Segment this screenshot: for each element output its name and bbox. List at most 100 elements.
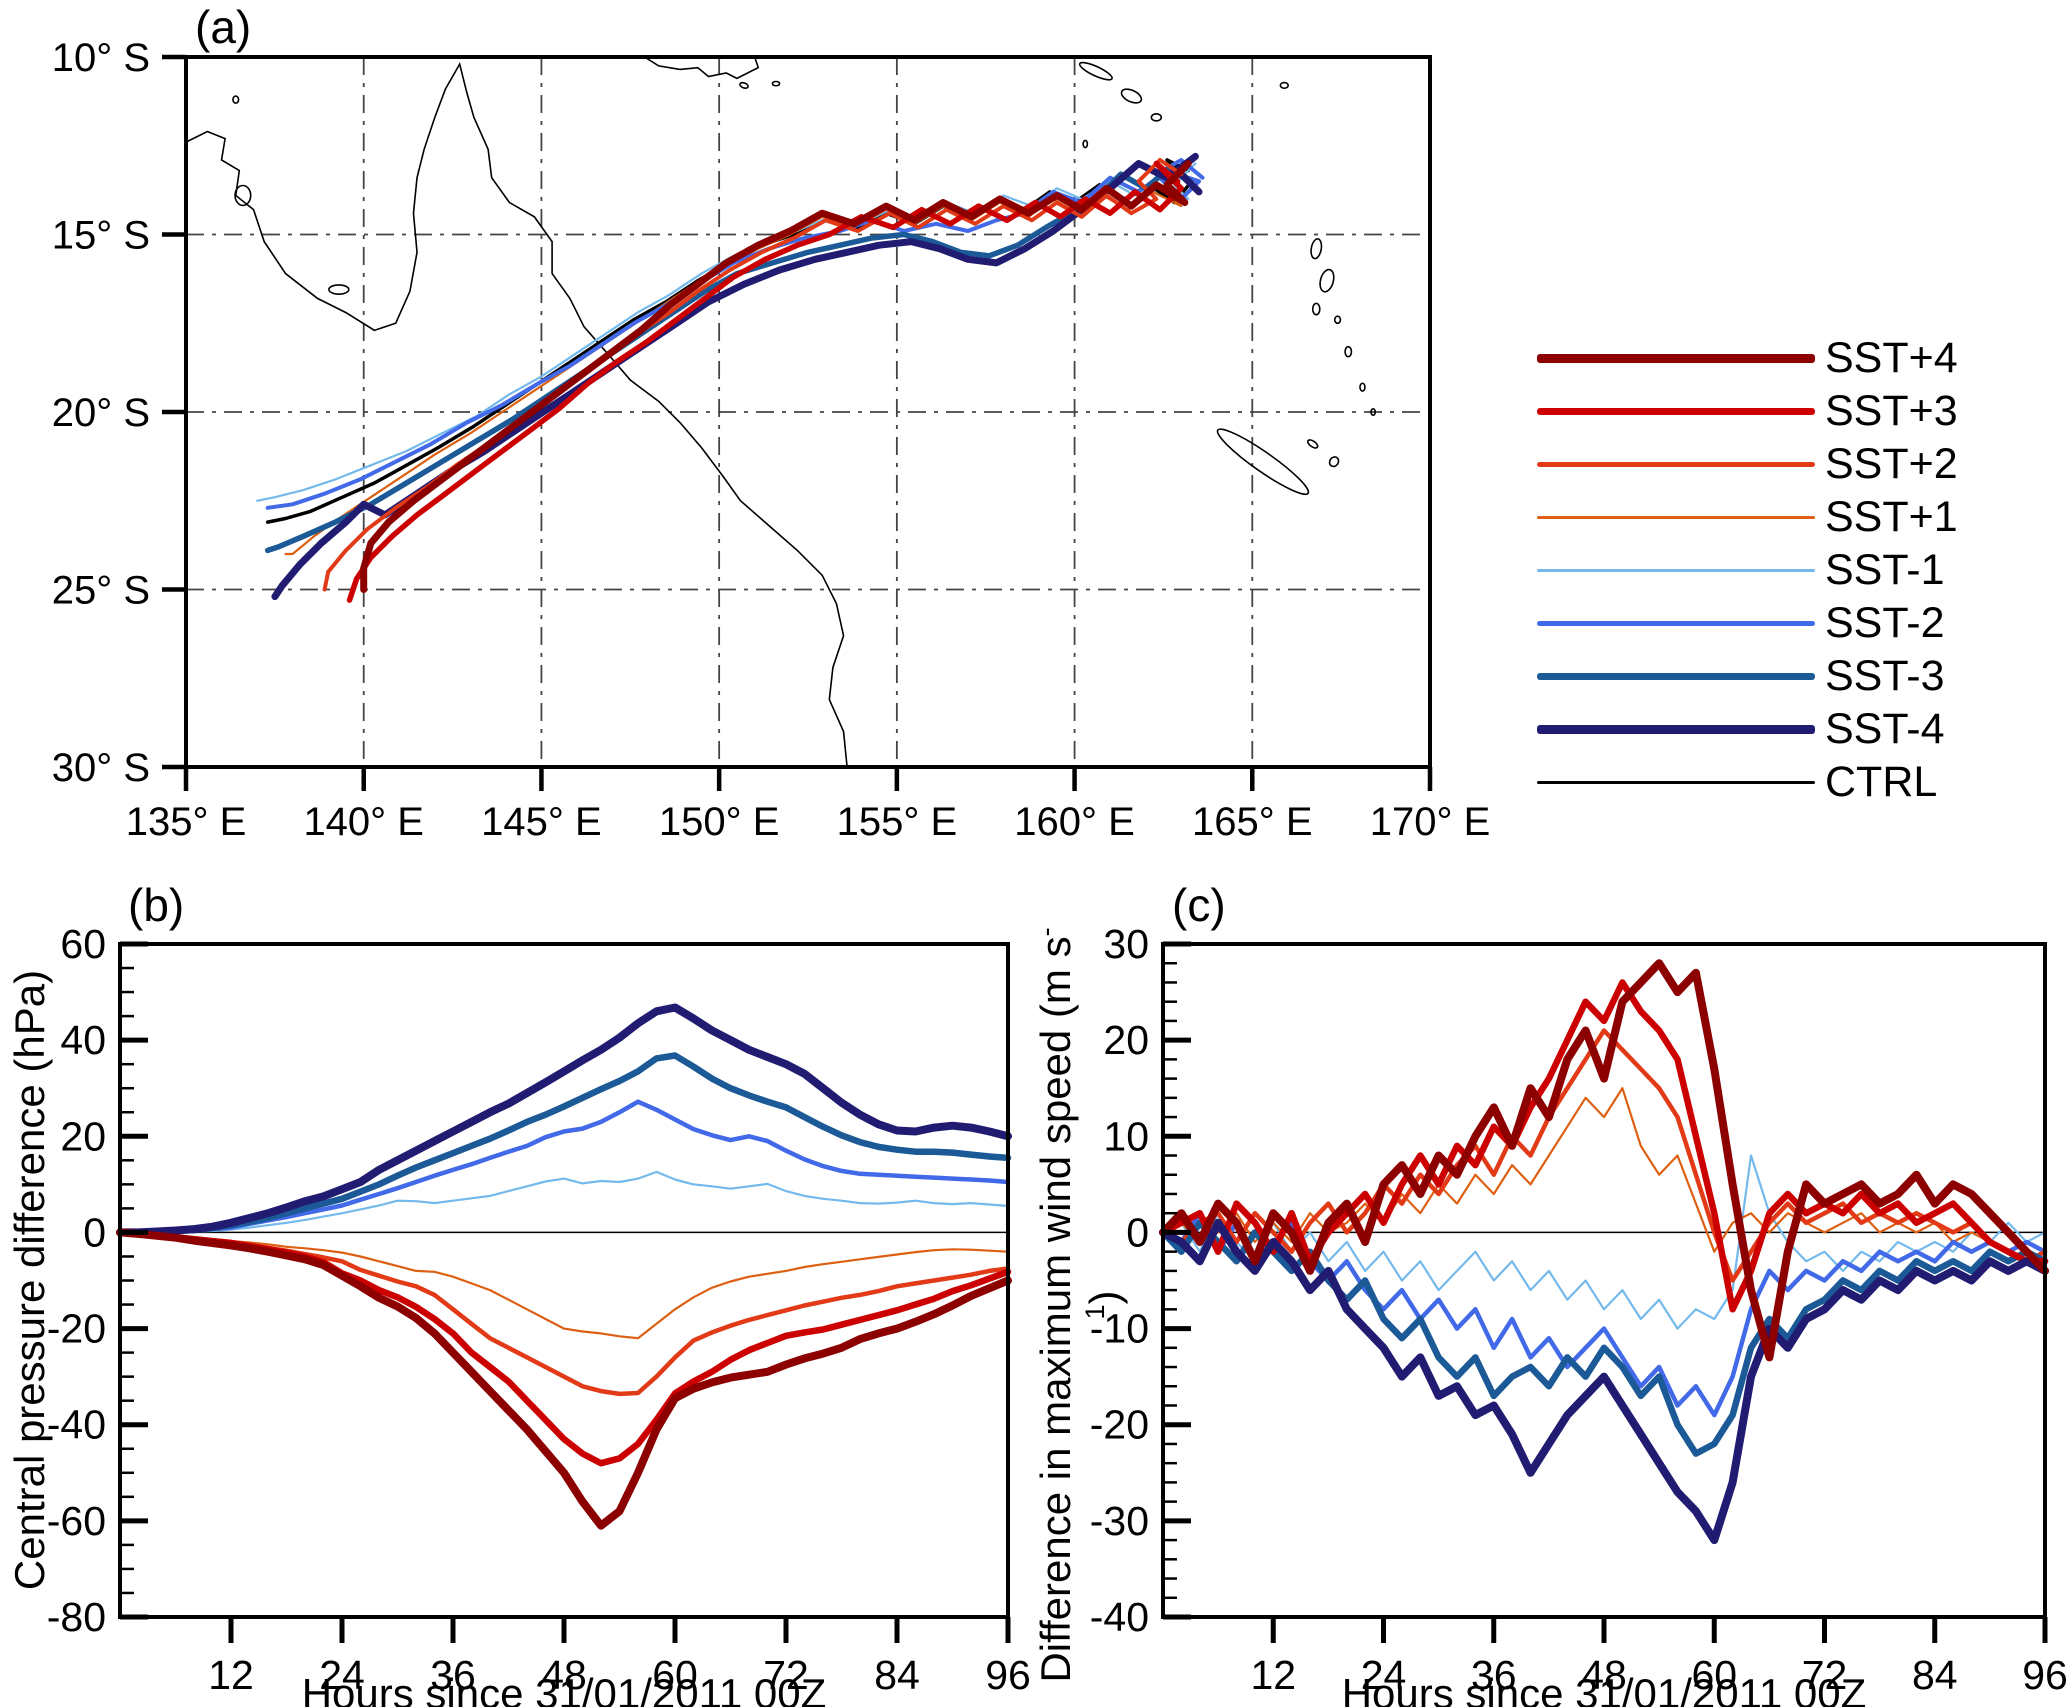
series-SST-4-panel-c bbox=[1159, 1218, 2049, 1545]
legend-line-swatch bbox=[1537, 621, 1815, 626]
series-SST-3-panel-c bbox=[1159, 1219, 2049, 1457]
map-axis-ticks bbox=[162, 54, 1433, 791]
legend-label: SST-1 bbox=[1825, 546, 1945, 594]
island-solomon-1 bbox=[1078, 61, 1113, 81]
legend-item: SST+2 bbox=[1537, 438, 1958, 491]
x-tick-label: 36 bbox=[1471, 1652, 1517, 1698]
map-lat-tick-label: 30° S bbox=[52, 746, 150, 790]
legend-line-swatch bbox=[1537, 673, 1815, 680]
panel-c-label: (c) bbox=[1172, 879, 1226, 931]
y-tick-label: -20 bbox=[47, 1306, 106, 1352]
island-santa-cruz bbox=[1279, 81, 1289, 90]
island-islet-nw bbox=[232, 95, 240, 104]
island-vanuatu-2 bbox=[1319, 268, 1335, 293]
island-islet-curl bbox=[1082, 139, 1089, 149]
legend-line-swatch bbox=[1537, 408, 1815, 415]
island-vanuatu-4 bbox=[1333, 315, 1342, 325]
y-tick-label: 10 bbox=[1103, 1113, 1149, 1159]
series-SST-3-panel-b bbox=[116, 1052, 1012, 1236]
panel-b-ticks bbox=[120, 941, 1011, 1643]
x-tick-label: 96 bbox=[985, 1652, 1031, 1698]
legend-label: SST+4 bbox=[1825, 334, 1958, 382]
series-SST-1-panel-c bbox=[1161, 1154, 2047, 1330]
legend-item: SST-2 bbox=[1537, 597, 1958, 650]
map-lat-tick-label: 20° S bbox=[52, 391, 150, 435]
y-tick-label: -30 bbox=[1090, 1498, 1149, 1544]
legend-label: SST+1 bbox=[1825, 493, 1958, 541]
legend-label: SST-4 bbox=[1825, 705, 1945, 753]
y-tick-label: -40 bbox=[47, 1402, 106, 1448]
y-tick-label: 60 bbox=[60, 921, 106, 967]
legend-item: SST-4 bbox=[1537, 703, 1958, 756]
y-tick-label: -80 bbox=[47, 1594, 106, 1640]
map-gridlines bbox=[186, 57, 1431, 767]
legend-label: SST-3 bbox=[1825, 652, 1945, 700]
x-tick-label: 48 bbox=[541, 1652, 587, 1698]
track-SST+4 bbox=[360, 160, 1192, 593]
legend-label: SST-2 bbox=[1825, 599, 1945, 647]
panel-b-y-axis-title-text: Central pressure difference (hPa) bbox=[6, 969, 53, 1591]
panel-b-series bbox=[116, 1003, 1012, 1530]
map-lon-tick-label: 160° E bbox=[1014, 800, 1135, 844]
x-tick-label: 72 bbox=[1802, 1652, 1848, 1698]
island-vanuatu-6 bbox=[1359, 382, 1366, 392]
legend-label: SST+2 bbox=[1825, 440, 1958, 488]
y-tick-label: -60 bbox=[47, 1498, 106, 1544]
x-tick-label: 96 bbox=[2022, 1652, 2067, 1698]
map-tracks bbox=[256, 152, 1205, 603]
map-lon-tick-label: 135° E bbox=[126, 800, 247, 844]
panel-c-y-axis-title: Difference in maximum wind speed (m s-1) bbox=[1031, 925, 1129, 1685]
y-tick-label: -20 bbox=[1090, 1402, 1149, 1448]
panel-b-y-axis-title: Central pressure difference (hPa) bbox=[6, 900, 54, 1660]
island-png-islet-1 bbox=[739, 81, 749, 89]
panel-c-ticks bbox=[1163, 941, 2048, 1643]
map-lon-tick-label: 145° E bbox=[481, 800, 602, 844]
island-vanuatu-3 bbox=[1311, 302, 1321, 316]
panel-b-frame bbox=[118, 942, 1010, 1619]
island-solomon-2 bbox=[1120, 88, 1143, 104]
island-loyalty-2 bbox=[1328, 456, 1340, 468]
track-legend: SST+4 SST+3 SST+2 SST+1 SST-1 SST-2 SST-3 SST-4… bbox=[1537, 332, 1958, 809]
x-tick-label: 72 bbox=[763, 1652, 809, 1698]
panel-c-x-axis-title: Hours since 31/01/2011 00Z bbox=[1341, 1670, 1867, 1707]
series-SST+4-panel-b bbox=[116, 1228, 1012, 1530]
island-png-islet-2 bbox=[771, 80, 781, 87]
legend-line-swatch bbox=[1537, 725, 1815, 734]
series-SST+1-panel-b bbox=[118, 1231, 1010, 1340]
coast-australia bbox=[186, 61, 848, 767]
y-tick-label: -10 bbox=[1090, 1306, 1149, 1352]
coast-png bbox=[644, 57, 760, 80]
panel-b-label: (b) bbox=[128, 879, 185, 931]
island-vanuatu-1 bbox=[1310, 238, 1323, 260]
series-SST+3-panel-b bbox=[116, 1229, 1012, 1467]
legend-item: CTRL bbox=[1537, 756, 1958, 809]
legend-label: SST+3 bbox=[1825, 387, 1958, 435]
map-lon-tick-label: 165° E bbox=[1192, 800, 1313, 844]
island-vanuatu-7 bbox=[1370, 408, 1377, 416]
legend-line-swatch bbox=[1537, 462, 1815, 467]
y-tick-label: 0 bbox=[83, 1209, 106, 1255]
map-lon-tick-label: 140° E bbox=[303, 800, 424, 844]
island-mornington bbox=[328, 284, 350, 295]
map-lat-tick-label: 15° S bbox=[52, 214, 150, 258]
panel-b: 60 40 20 0 -20 -40 -60 -80 12 24 36 48 60 72 84 96 bbox=[47, 921, 1031, 1698]
legend-item: SST+4 bbox=[1537, 332, 1958, 385]
track-SST-3 bbox=[264, 164, 1195, 554]
legend-label: CTRL bbox=[1825, 758, 1938, 806]
legend-item: SST+3 bbox=[1537, 385, 1958, 438]
y-tick-label: 40 bbox=[60, 1017, 106, 1063]
series-SST+2-panel-c bbox=[1160, 1028, 2048, 1283]
x-tick-label: 84 bbox=[874, 1652, 920, 1698]
series-SST-1-panel-b bbox=[118, 1170, 1010, 1234]
map-lon-tick-label: 170° E bbox=[1370, 800, 1491, 844]
x-tick-label: 84 bbox=[1912, 1652, 1958, 1698]
track-SST+3 bbox=[346, 160, 1184, 603]
panel-c-tick-labels: 30 20 10 0 -10 -20 -30 -40 12 24 36 48 60 72 84 96 bbox=[1090, 921, 2067, 1698]
map-lon-tick-label: 150° E bbox=[659, 800, 780, 844]
y-tick-label: 20 bbox=[60, 1113, 106, 1159]
panel-b-x-axis-title: Hours since 31/01/2011 00Z bbox=[301, 1670, 827, 1707]
map-coastlines bbox=[186, 57, 1377, 767]
x-tick-label: 60 bbox=[652, 1652, 698, 1698]
legend-item: SST-1 bbox=[1537, 544, 1958, 597]
